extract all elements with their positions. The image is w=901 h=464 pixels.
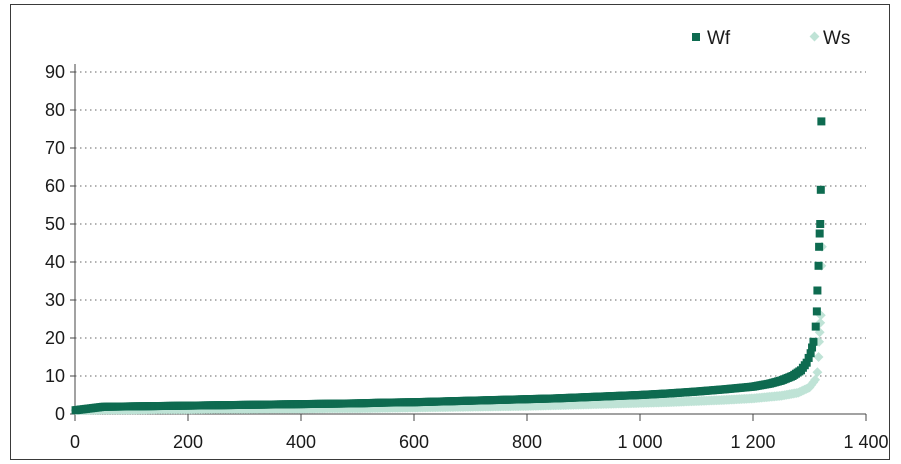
- point-wf: [814, 261, 823, 270]
- point-wf: [816, 185, 825, 194]
- point-wf: [802, 358, 811, 367]
- x-tick-label: 1 200: [730, 432, 775, 452]
- point-wf: [816, 220, 825, 228]
- point-wf: [815, 242, 824, 251]
- legend-label-ws: Ws: [823, 28, 850, 49]
- grid-layer: [75, 71, 866, 377]
- y-tick-label: 40: [45, 252, 65, 272]
- y-tick-label: 20: [45, 328, 65, 348]
- x-tick-label: 1 000: [617, 432, 662, 452]
- y-tick-label: 50: [45, 214, 65, 234]
- x-tick-label: 200: [173, 432, 203, 452]
- series-layer: [70, 117, 827, 416]
- legend-marker-wf: [692, 33, 700, 41]
- x-tick-label: 600: [399, 432, 429, 452]
- point-wf: [813, 286, 822, 295]
- y-tick-label: 90: [45, 62, 65, 82]
- legend: Wf Ws: [692, 28, 850, 49]
- point-ws: [810, 374, 821, 385]
- point-wf: [815, 229, 824, 238]
- x-tick-label: 1 400: [843, 432, 888, 452]
- point-wf: [809, 337, 818, 346]
- axis-layer: 0 10 20 30 40 50 60 70 80 90 0 200 400 600 800 1 000 1 2…: [45, 62, 889, 452]
- legend-label-wf: Wf: [707, 28, 731, 49]
- point-wf: [804, 353, 813, 362]
- y-tick-label: 80: [45, 100, 65, 120]
- x-tick-label: 800: [512, 432, 542, 452]
- point-wf: [811, 322, 820, 331]
- x-tick-label: 0: [70, 432, 80, 452]
- y-tick-label: 0: [55, 404, 65, 424]
- chart-frame: 0 10 20 30 40 50 60 70 80 90 0 200 400 600 800 1 000 1 2…: [10, 4, 890, 460]
- x-tick-label: 400: [286, 432, 316, 452]
- y-tick-label: 30: [45, 290, 65, 310]
- point-wf: [808, 343, 817, 352]
- series-wf: [71, 117, 826, 415]
- point-ws: [812, 367, 823, 378]
- point-ws: [813, 352, 824, 362]
- y-tick-label: 10: [45, 366, 65, 386]
- point-wf: [817, 117, 826, 126]
- point-wf: [806, 349, 815, 358]
- y-tick-label: 60: [45, 176, 65, 196]
- scatter-chart: 0 10 20 30 40 50 60 70 80 90 0 200 400 600 800 1 000 1 2…: [45, 28, 889, 452]
- point-wf: [812, 307, 821, 316]
- y-tick-label: 70: [45, 138, 65, 158]
- legend-marker-ws: [809, 31, 820, 42]
